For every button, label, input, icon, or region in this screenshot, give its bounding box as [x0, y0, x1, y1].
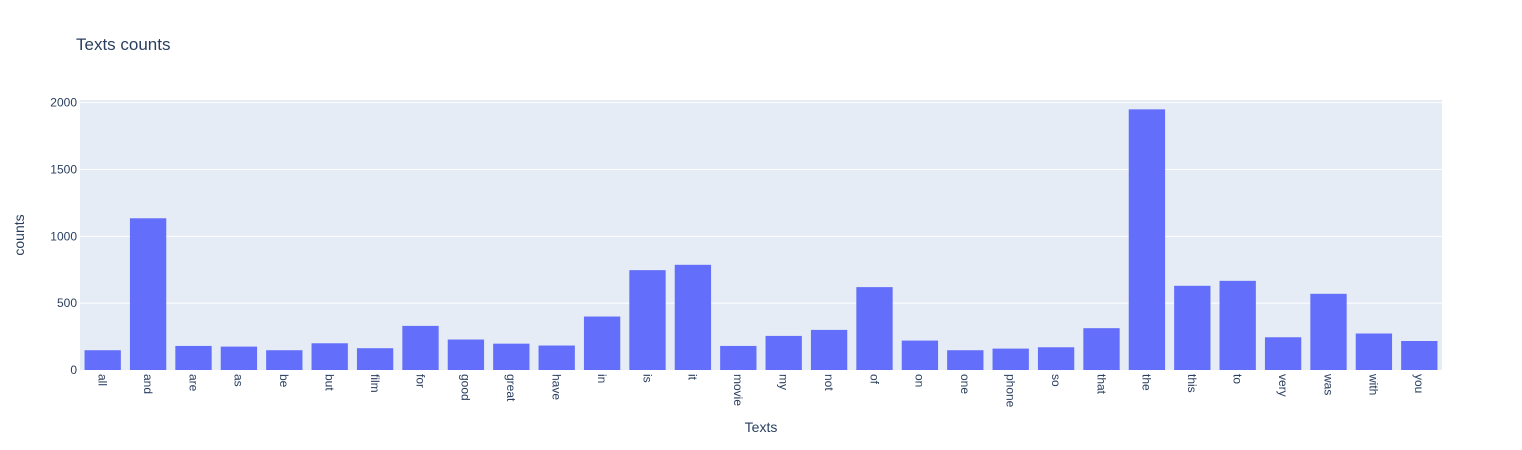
bar-film	[357, 348, 393, 370]
bar-have	[539, 346, 575, 370]
x-tick-label: in	[595, 374, 609, 383]
x-tick-label: is	[640, 374, 654, 383]
x-tick-label: of	[867, 374, 881, 385]
y-tick-label: 500	[57, 296, 77, 310]
bar-it	[675, 265, 711, 370]
x-tick-label: that	[1094, 374, 1108, 395]
x-tick-label: are	[186, 374, 200, 392]
x-tick-label: very	[1276, 374, 1290, 397]
x-tick-label: you	[1412, 374, 1426, 393]
y-tick-label: 2000	[50, 96, 77, 110]
x-tick-label: for	[413, 374, 427, 388]
x-tick-label: be	[277, 374, 291, 388]
x-tick-label: to	[1231, 374, 1245, 384]
bar-as	[221, 347, 257, 370]
bar-great	[493, 344, 529, 370]
y-axis-ticks: 0 500 1000 1500 2000	[50, 96, 77, 377]
x-tick-label: with	[1367, 373, 1381, 395]
x-tick-label: one	[958, 374, 972, 394]
x-tick-label: film	[368, 374, 382, 393]
x-tick-label: it	[686, 374, 700, 381]
x-tick-label: but	[323, 374, 337, 391]
x-tick-label: not	[822, 374, 836, 391]
y-axis-title: counts	[11, 214, 27, 255]
x-tick-label: on	[913, 374, 927, 387]
x-tick-label: as	[232, 374, 246, 387]
x-tick-label: this	[1185, 374, 1199, 393]
bar-movie	[720, 346, 756, 370]
x-axis-ticks: all and are as be but film for good great have in is…	[95, 373, 1426, 408]
x-tick-label: and	[141, 374, 155, 394]
bar-in	[584, 317, 620, 370]
bar-and	[130, 218, 166, 370]
bar-on	[902, 341, 938, 370]
x-tick-label: all	[95, 374, 109, 386]
y-tick-label: 1500	[50, 163, 77, 177]
x-tick-label: movie	[731, 374, 745, 406]
bar-was	[1310, 294, 1346, 370]
bar-the	[1129, 109, 1165, 370]
bar-phone	[993, 349, 1029, 370]
bar-this	[1174, 286, 1210, 370]
x-tick-label: good	[459, 374, 473, 401]
bar-of	[856, 287, 892, 370]
x-tick-label: the	[1140, 374, 1154, 391]
bar-my	[766, 336, 802, 370]
bar-with	[1356, 334, 1392, 370]
bar-are	[175, 346, 211, 370]
bar-but	[312, 343, 348, 370]
bar-not	[811, 330, 847, 370]
bar-one	[947, 350, 983, 370]
bar-is	[629, 270, 665, 370]
x-tick-label: my	[777, 374, 791, 390]
bar-that	[1083, 328, 1119, 370]
bar-be	[266, 350, 302, 370]
y-tick-label: 0	[70, 363, 77, 377]
bar-to	[1220, 281, 1256, 370]
y-tick-label: 1000	[50, 229, 77, 243]
x-tick-label: phone	[1004, 374, 1018, 408]
x-tick-label: great	[504, 374, 518, 402]
bar-so	[1038, 347, 1074, 370]
x-tick-label: so	[1049, 374, 1063, 387]
x-axis-title: Texts	[745, 419, 778, 435]
x-tick-label: have	[550, 374, 564, 400]
bar-for	[402, 326, 438, 370]
bar-good	[448, 340, 484, 370]
bar-you	[1401, 341, 1437, 370]
chart-title: Texts counts	[76, 35, 171, 54]
bar-all	[85, 350, 121, 370]
x-tick-label: was	[1321, 373, 1335, 395]
bar-very	[1265, 337, 1301, 370]
